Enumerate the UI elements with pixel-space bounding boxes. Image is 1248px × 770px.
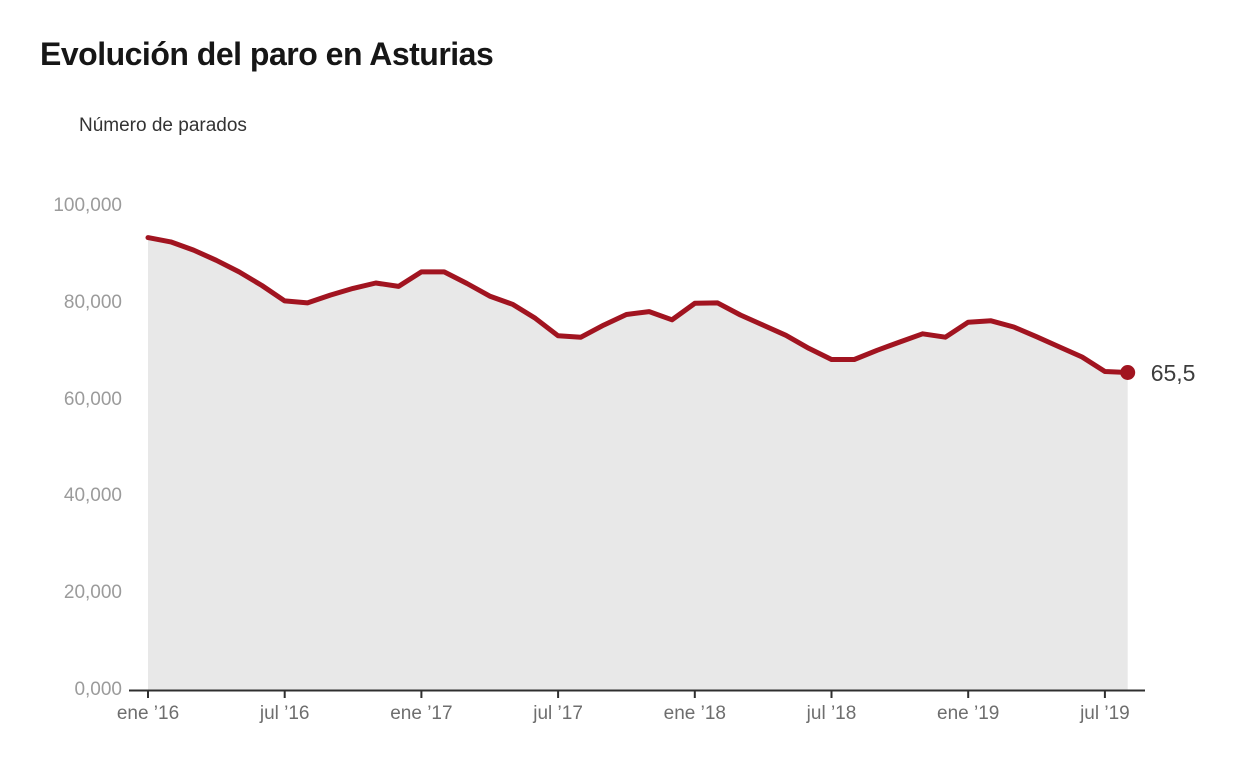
x-tick-label-ene18: ene ’18 <box>663 703 726 724</box>
y-tick-label-20000: 20,000 <box>63 582 122 604</box>
x-tick-label-jul16: jul ’16 <box>259 703 310 724</box>
x-tick-label-jul18: jul ’18 <box>806 703 857 724</box>
y-tick-label-100000: 100,000 <box>53 195 122 217</box>
x-axis-ticks <box>147 690 1106 698</box>
x-tick-label-ene17: ene ’17 <box>390 703 453 724</box>
y-tick-label-0: 0,000 <box>74 678 122 700</box>
area-fill <box>148 237 1128 690</box>
x-tick-label-jul17: jul ’17 <box>533 703 583 724</box>
y-tick-label-40000: 40,000 <box>63 485 122 507</box>
x-tick-label-ene16: ene ’16 <box>116 703 180 724</box>
y-tick-label-60000: 60,000 <box>63 388 122 410</box>
unemployment-line <box>145 235 1131 375</box>
last-point-marker <box>1120 365 1136 380</box>
legend: Número de parados <box>38 114 247 138</box>
chart-title: Evolución del paro en Asturias <box>40 36 494 72</box>
x-tick-label-ene19: ene ’19 <box>937 703 1000 724</box>
x-tick-label-jul19: jul ’19 <box>1080 703 1130 724</box>
y-tick-label-80000: 80,000 <box>63 291 122 313</box>
legend-series-label: Número de parados <box>79 115 247 136</box>
last-value-label: 65,5 <box>1150 359 1196 386</box>
